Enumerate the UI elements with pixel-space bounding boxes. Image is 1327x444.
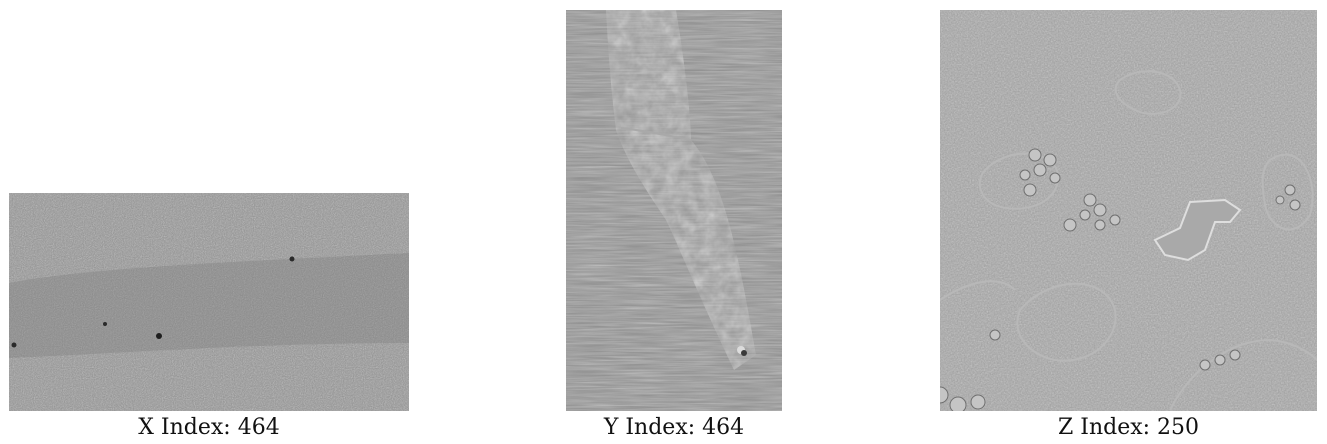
x-slice-image — [9, 193, 409, 411]
x-index-caption: X Index: 464 — [138, 415, 280, 440]
z-slice-graphic — [940, 10, 1317, 411]
z-index-caption: Z Index: 250 — [1057, 415, 1200, 440]
z-slice-image — [940, 10, 1317, 411]
y-slice-graphic — [566, 10, 782, 411]
x-slice-graphic — [9, 193, 409, 411]
y-index-caption: Y Index: 464 — [603, 415, 745, 440]
y-slice-image — [566, 10, 782, 411]
